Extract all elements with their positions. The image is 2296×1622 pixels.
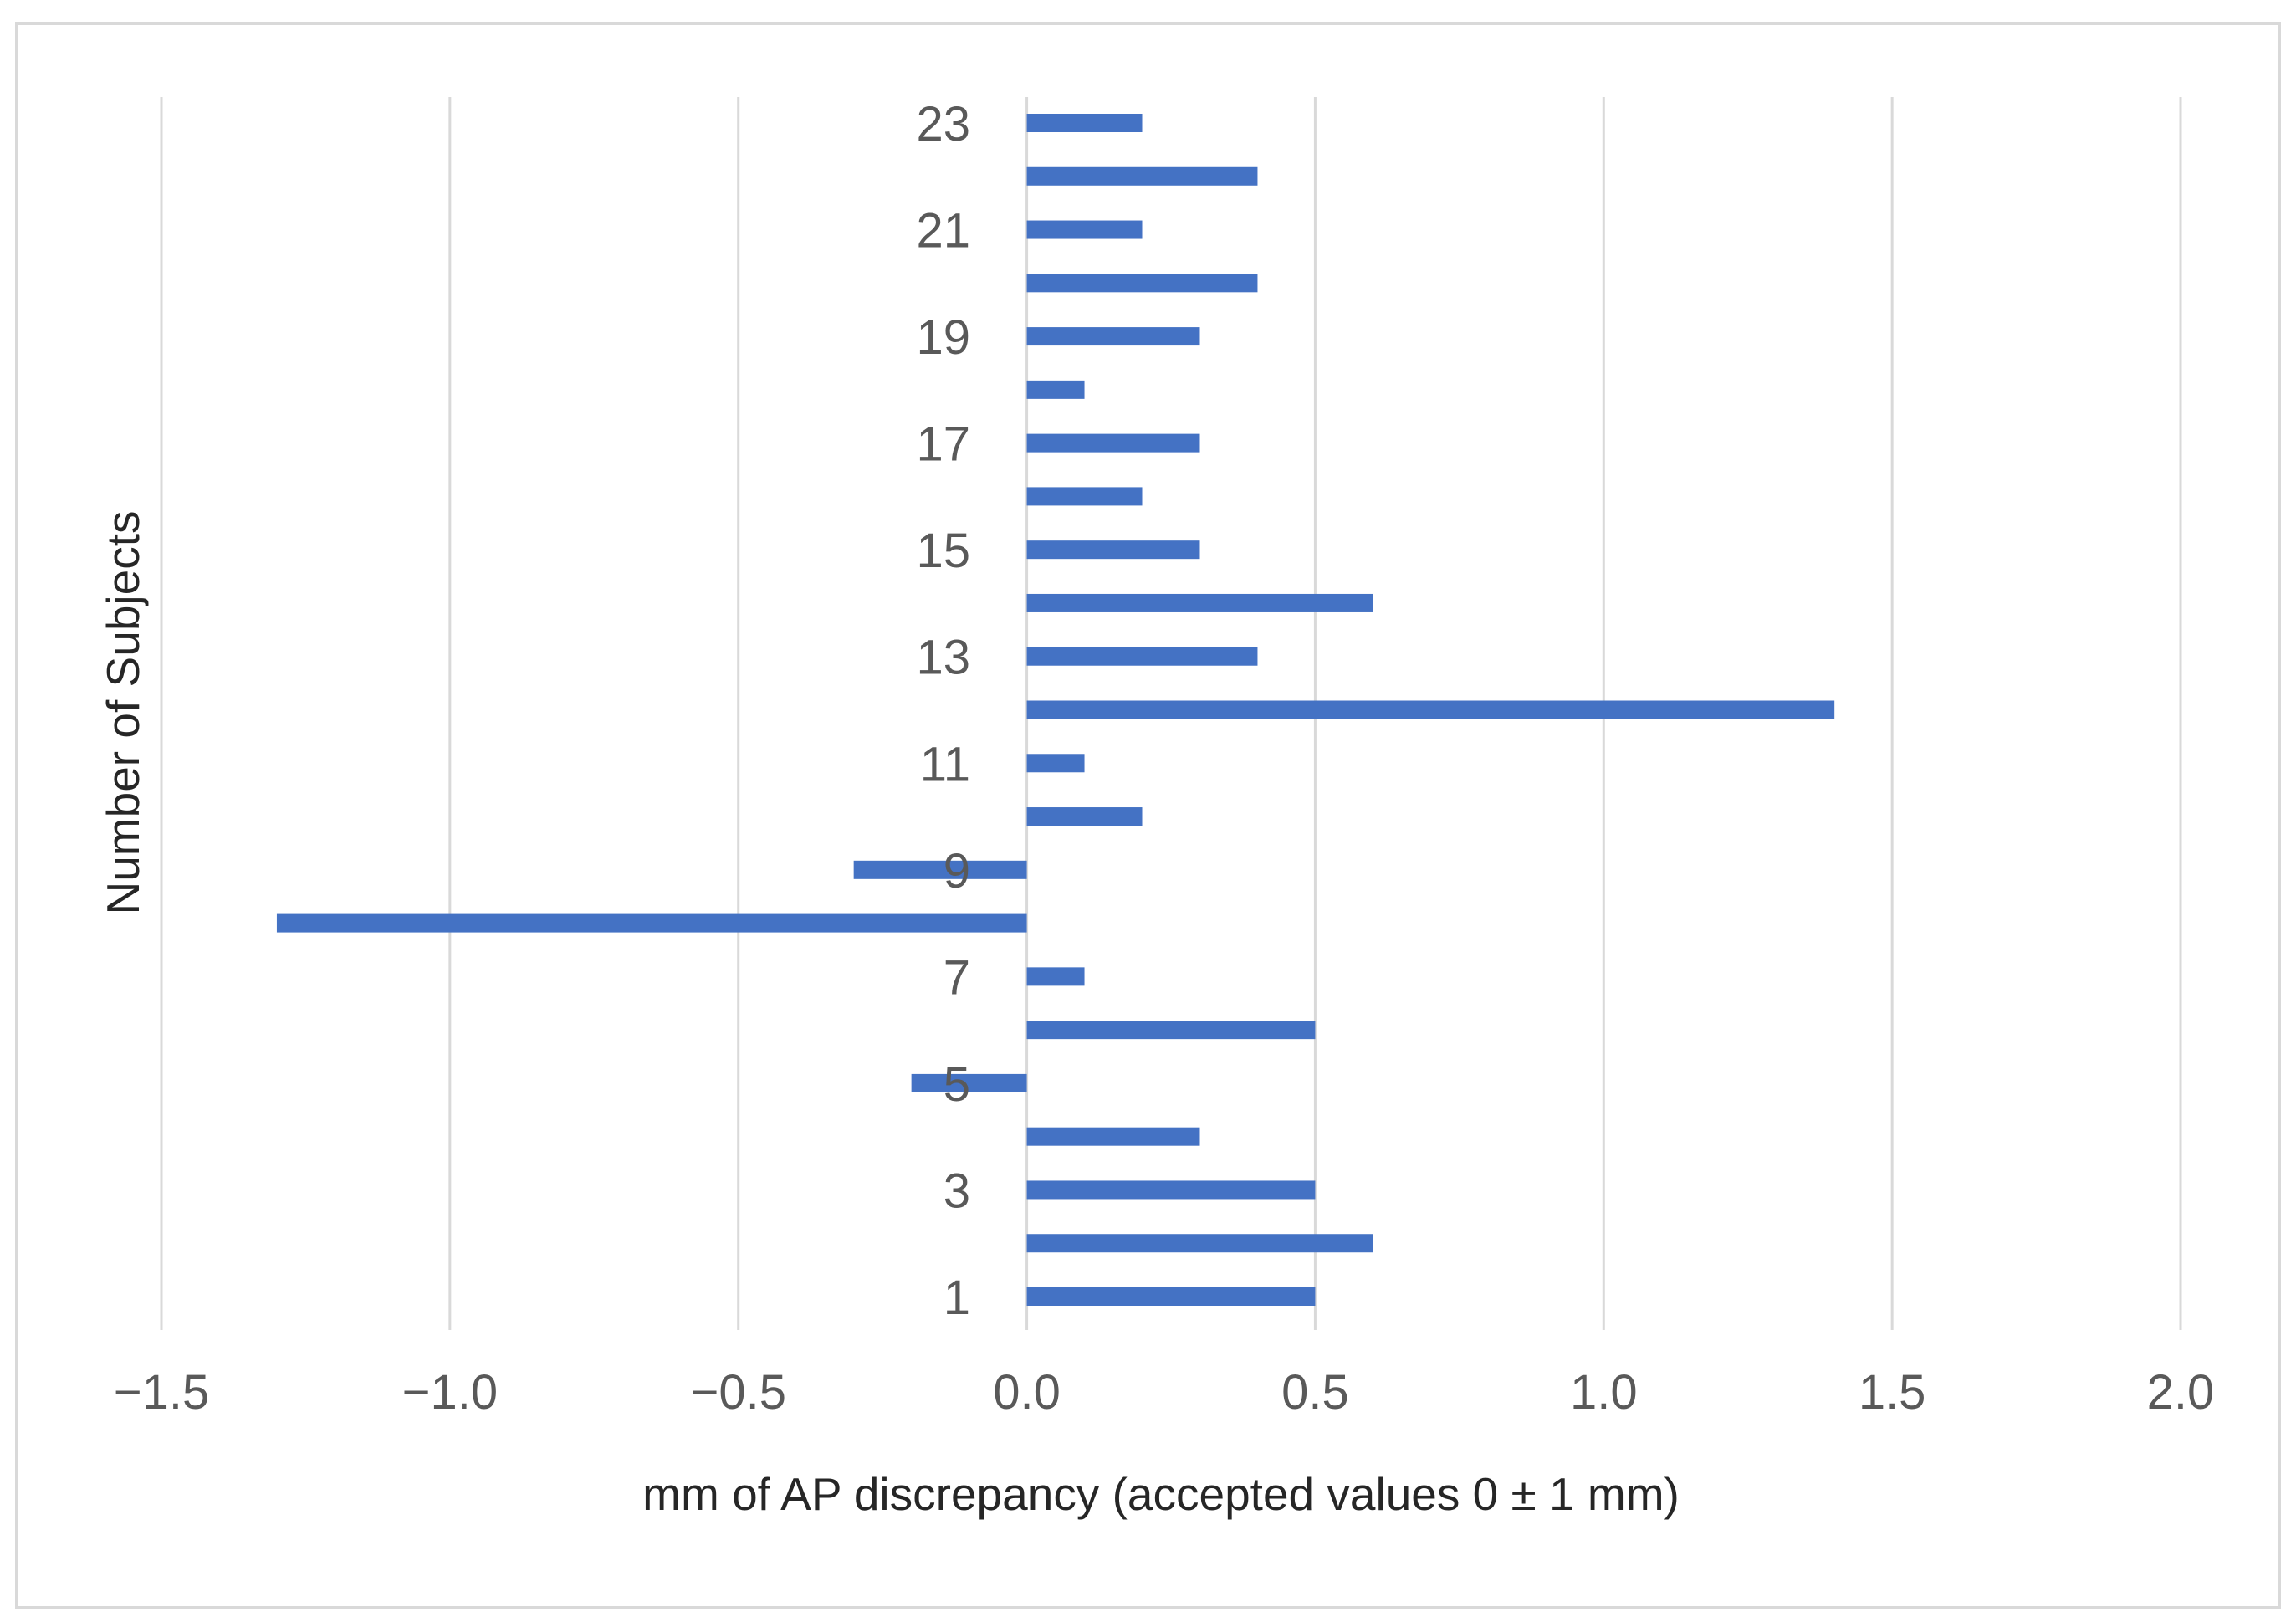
bar [1026,166,1258,186]
bar [1026,433,1200,453]
x-tick-label: −1.0 [402,1365,499,1420]
x-tick-label: 0.0 [993,1365,1061,1420]
bar [911,1073,1027,1092]
bar [1026,1287,1316,1306]
bar [1026,754,1085,773]
y-tick-label: 21 [916,204,970,258]
bar [1026,274,1258,293]
y-tick-label: 3 [943,1164,970,1218]
y-tick-label: 19 [916,310,970,365]
y-tick-label: 17 [916,417,970,472]
bar [1026,593,1373,612]
bar [1026,114,1143,132]
bars [276,114,1835,1306]
x-tick-label: −1.5 [114,1365,210,1420]
x-tick-label: 2.0 [2147,1365,2215,1420]
bar [1026,1180,1316,1200]
bar [1026,1021,1316,1040]
bar [1026,540,1200,560]
x-axis-title: mm of AP discrepancy (accepted values 0 … [642,1468,1680,1520]
bar [853,860,1027,879]
x-tick-label: 0.5 [1281,1365,1349,1420]
y-axis-title: Number of Subjects [97,511,149,915]
bar [276,913,1027,933]
y-tick-label: 5 [943,1057,970,1112]
x-tick-label: −0.5 [690,1365,786,1420]
bar [1026,487,1143,506]
bar [1026,1127,1200,1146]
bar [1026,700,1835,719]
y-tick-label: 1 [943,1271,970,1325]
y-tick-label: 7 [943,950,970,1005]
y-tick-label: 9 [943,844,970,898]
x-tick-labels: −1.5 −1.0 −0.5 0.0 0.5 1.0 1.5 2.0 [114,1365,2215,1420]
bar [1026,647,1258,666]
y-tick-label: 11 [920,737,970,791]
bar [1026,807,1143,826]
bar [1026,380,1085,399]
y-tick-label: 13 [916,631,970,685]
y-tick-label: 15 [916,524,970,578]
bar [1026,327,1200,346]
x-tick-label: 1.0 [1570,1365,1638,1420]
x-tick-label: 1.5 [1859,1365,1926,1420]
bar [1026,1234,1373,1253]
y-tick-label: 23 [916,97,970,151]
bar [1026,220,1143,239]
bar [1026,967,1085,986]
